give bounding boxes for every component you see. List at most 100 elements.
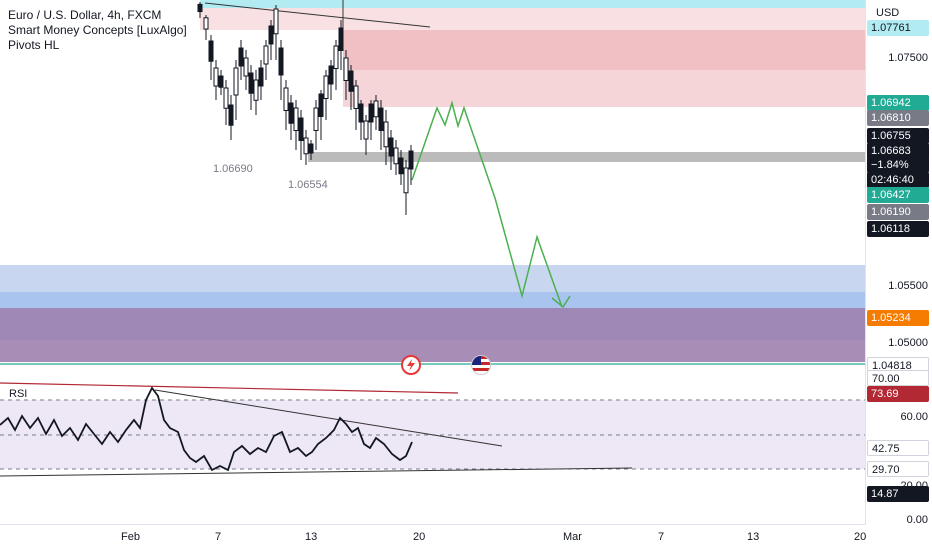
candle-body (197, 3, 203, 13)
candle-body (368, 103, 374, 123)
candle-body (373, 100, 379, 118)
lightning-icon[interactable] (401, 355, 421, 375)
equilibrium-band (308, 152, 866, 162)
candlesticks (197, 2, 414, 215)
candle-body (203, 17, 209, 30)
rsi-tick-0: 0.00 (906, 514, 928, 526)
candle-body (293, 107, 299, 131)
price-tag[interactable]: 1.06190 (867, 204, 929, 220)
candle-body (253, 79, 259, 101)
candle-body (363, 120, 369, 140)
price-tag[interactable]: 1.06683 (867, 143, 929, 159)
candle-body (318, 93, 324, 117)
rsi-tag[interactable]: 73.69 (867, 386, 929, 402)
candle-body (228, 104, 234, 126)
price-tag[interactable]: −1.84% (867, 157, 929, 173)
time-label-20: 20 (413, 531, 426, 543)
price-axis[interactable] (865, 0, 932, 550)
candle-body (388, 137, 394, 157)
price-tick-3: 1.05000 (888, 337, 928, 349)
price-tag[interactable]: 1.06810 (867, 110, 929, 126)
trendline-main[interactable] (204, 2, 431, 28)
rsi-tick-60: 60.00 (900, 411, 928, 423)
price-tag[interactable]: 1.06942 (867, 95, 929, 111)
demand-zone-2 (0, 292, 866, 308)
candle-body (298, 117, 304, 141)
candle-body (343, 57, 349, 81)
time-label-mar: Mar (563, 531, 582, 543)
candle-body (403, 167, 409, 194)
rsi-tick-20: 20.00 (900, 480, 928, 492)
candle-body (223, 87, 229, 109)
rsi-tag[interactable]: 42.75 (867, 440, 929, 456)
candle-body (303, 137, 309, 155)
rsi-label[interactable]: RSI (9, 388, 28, 400)
candle-body (213, 67, 219, 87)
time-label-13: 13 (305, 531, 318, 543)
candle-body (258, 67, 264, 87)
time-axis[interactable]: Feb 7 13 20 Mar 7 13 20 (0, 524, 866, 551)
price-tag[interactable]: 1.04818 (867, 357, 929, 373)
price-tag[interactable]: 1.06755 (867, 128, 929, 144)
premium-band (200, 8, 866, 30)
candle-body (218, 75, 224, 88)
candle-body (328, 65, 334, 85)
candle-body (238, 47, 244, 67)
price-tick-2: 1.05500 (888, 280, 928, 292)
candle-body (208, 40, 214, 62)
candle-body (278, 47, 284, 76)
candle-body (398, 157, 404, 175)
rsi-line (0, 386, 413, 472)
demand-zone-4 (0, 340, 866, 362)
candle-body (353, 85, 359, 109)
chart-legend: Euro / U.S. Dollar, 4h, FXCM Smart Money… (8, 8, 187, 53)
currency-label: USD (876, 7, 900, 19)
supply-zone-top (200, 0, 866, 8)
time-label-13b: 13 (747, 531, 760, 543)
candle-body (273, 8, 279, 35)
candle-body (323, 75, 329, 99)
rsi-tag[interactable]: 70.00 (867, 370, 929, 386)
rsi-trendline[interactable] (154, 389, 503, 447)
us-flag-icon[interactable] (471, 355, 491, 375)
candle-body (308, 143, 314, 154)
candle-body (348, 70, 354, 92)
price-tag[interactable]: 02:46:40 (867, 172, 929, 188)
price-tick-1: 1.07500 (888, 52, 928, 64)
time-label-feb: Feb (121, 531, 140, 543)
candle-body (383, 121, 389, 148)
supply-zone-upper (343, 30, 866, 70)
candle-body (338, 27, 344, 51)
rsi-tag[interactable]: 14.87 (867, 486, 929, 502)
indicator-pivots[interactable]: Pivots HL (8, 38, 60, 52)
price-tag[interactable]: 1.05234 (867, 310, 929, 326)
candle-body (313, 107, 319, 131)
candle-body (283, 87, 289, 111)
candle-body (248, 72, 254, 94)
price-tag[interactable]: 1.07761 (867, 20, 929, 36)
projection-path[interactable] (411, 100, 563, 308)
rsi-support-line[interactable] (0, 467, 633, 477)
rsi-resistance-line[interactable] (0, 382, 459, 394)
candle-body (358, 103, 364, 123)
time-label-7: 7 (215, 531, 222, 543)
time-label-20b: 20 (854, 531, 867, 543)
rsi-tag[interactable]: 29.70 (867, 461, 929, 477)
symbol-title[interactable]: Euro / U.S. Dollar, 4h, FXCM (8, 8, 162, 22)
time-label-7b: 7 (658, 531, 665, 543)
indicator-smc[interactable]: Smart Money Concepts [LuxAlgo] (8, 23, 187, 37)
price-tag[interactable]: 1.06427 (867, 187, 929, 203)
price-tag[interactable]: 1.06118 (867, 221, 929, 237)
demand-zone-1 (0, 265, 866, 292)
demand-zone-3 (0, 308, 866, 340)
supply-zone-lower (343, 70, 866, 107)
candle-body (268, 25, 274, 45)
candle-body (393, 147, 399, 165)
pivot-low-1: 1.06690 (213, 163, 253, 175)
bos-label-2: BOS (345, 173, 358, 179)
candle-body (288, 102, 294, 124)
candle-body (243, 57, 249, 77)
candle-body (263, 45, 269, 65)
